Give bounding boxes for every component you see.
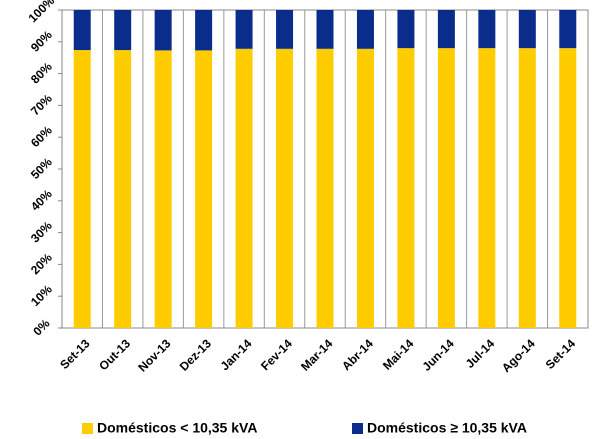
bar-segment: [114, 10, 132, 51]
bar-segment: [114, 50, 132, 329]
y-tick-label: 70%: [28, 91, 55, 118]
bar-segment: [154, 50, 172, 329]
bar-segment: [478, 48, 496, 328]
y-tick-label: 40%: [28, 187, 55, 214]
y-tick-label: 20%: [28, 250, 55, 277]
bar-segment: [437, 48, 455, 328]
bar-segment: [235, 48, 253, 329]
y-tick-label: 30%: [28, 218, 55, 245]
bar-segment: [235, 10, 253, 49]
bar-segment: [437, 10, 455, 49]
x-tick-label: Fev-14: [258, 336, 295, 373]
bar-segment: [518, 10, 536, 49]
x-tick-label: Mai-14: [380, 336, 417, 373]
legend-swatch: [82, 423, 93, 434]
bar-segment: [478, 10, 496, 49]
y-tick-label: 0%: [30, 316, 52, 338]
bar-segment: [195, 50, 213, 329]
bar-segment: [356, 48, 374, 329]
legend-swatch: [352, 423, 363, 434]
x-tick-label: Out-13: [96, 336, 133, 373]
legend-label: Domésticos ≥ 10,35 kVA: [367, 420, 527, 436]
legend-label: Domésticos < 10,35 kVA: [97, 420, 257, 436]
bar-segment: [559, 48, 577, 328]
bar-segment: [397, 10, 415, 49]
bar-segment: [154, 10, 172, 51]
bar-segment: [397, 48, 415, 328]
bar-segment: [559, 10, 577, 49]
x-tick-label: Jan-14: [218, 336, 255, 373]
bar-segment: [276, 10, 294, 49]
bar-segment: [316, 48, 334, 329]
bar-segment: [276, 48, 294, 329]
x-tick-label: Set-13: [57, 336, 93, 372]
y-tick-label: 80%: [28, 59, 55, 86]
x-tick-label: Set-14: [543, 336, 579, 372]
y-tick-label: 60%: [28, 123, 55, 150]
bar-segment: [316, 10, 334, 49]
x-tick-label: Jul-14: [463, 336, 498, 371]
bar-segment: [73, 50, 91, 329]
x-tick-label: Ago-14: [499, 336, 538, 375]
x-tick-label: Dez-13: [177, 336, 214, 373]
y-tick-label: 90%: [28, 28, 55, 55]
x-tick-label: Nov-13: [135, 336, 173, 374]
bar-segment: [73, 10, 91, 51]
y-tick-label: 10%: [28, 282, 55, 309]
x-tick-label: Abr-14: [339, 336, 376, 373]
bar-segment: [518, 48, 536, 328]
y-tick-label: 50%: [28, 155, 55, 182]
bar-segment: [356, 10, 374, 49]
x-tick-label: Mar-14: [298, 336, 335, 373]
x-tick-label: Jun-14: [419, 336, 456, 373]
bar-segment: [195, 10, 213, 51]
y-tick-label: 100%: [26, 0, 58, 25]
